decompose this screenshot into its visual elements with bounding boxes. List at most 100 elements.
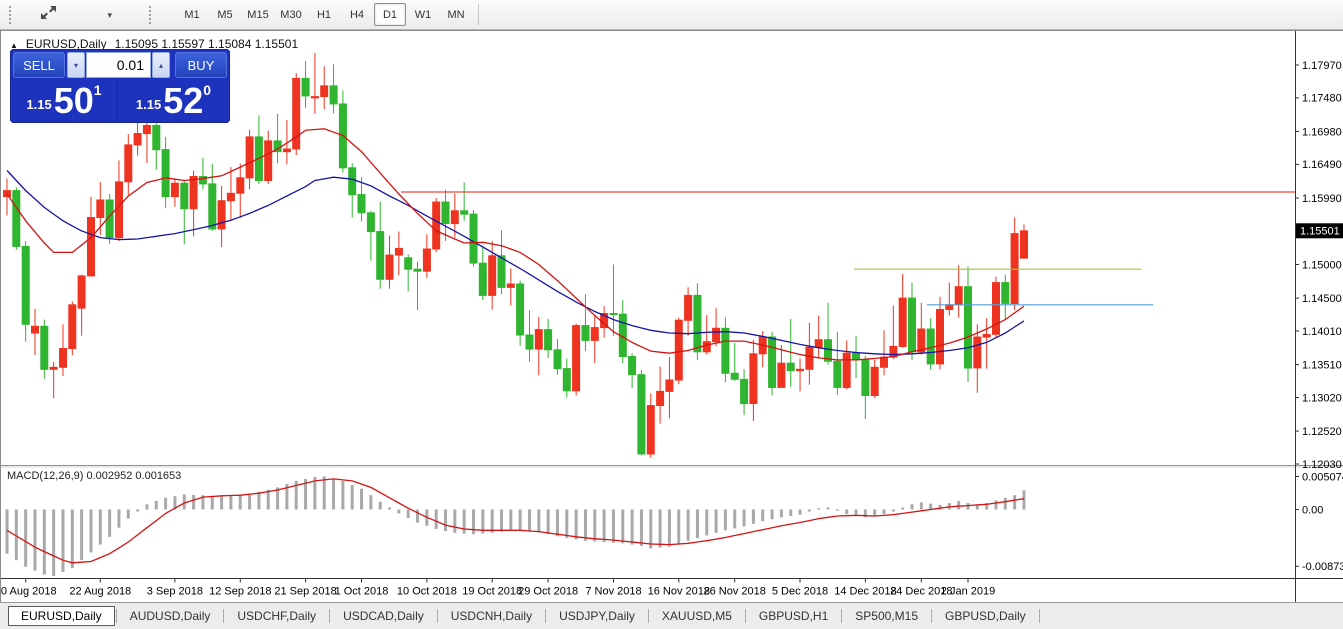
tab-separator bbox=[115, 609, 117, 623]
chart-tab-gbpusd-daily[interactable]: GBPUSD,Daily bbox=[945, 609, 1026, 623]
buy-price-prefix: 1.15 bbox=[135, 97, 162, 113]
chart-tab-usdjpy-daily[interactable]: USDJPY,Daily bbox=[559, 609, 635, 623]
chart-tab-eurusd-daily[interactable]: EURUSD,Daily bbox=[8, 606, 115, 626]
timeframe-buttons: M1 M5 M15 M30 H1 H4 D1 W1 MN bbox=[176, 3, 473, 27]
one-click-trading-panel: SELL ▾ ▴ BUY 1.15 50 1 1.15 52 0 bbox=[10, 49, 230, 123]
horizontal-lines-group bbox=[401, 191, 1295, 306]
charts-dropdown-button[interactable]: ▾ bbox=[34, 3, 118, 27]
sell-price-pipette: 1 bbox=[93, 82, 102, 98]
axis-frame bbox=[1, 31, 1343, 602]
svg-text:0.005074: 0.005074 bbox=[1302, 471, 1343, 483]
dropdown-caret-icon: ▾ bbox=[107, 9, 112, 20]
spin-down-icon: ▾ bbox=[73, 60, 78, 70]
chart-title-symbol: EURUSD,Daily bbox=[25, 37, 107, 51]
timeframe-button-d1[interactable]: D1 bbox=[374, 3, 406, 26]
svg-text:1.17480: 1.17480 bbox=[1302, 93, 1342, 105]
buy-price-pipette: 0 bbox=[203, 82, 212, 98]
svg-text:1.15000: 1.15000 bbox=[1302, 259, 1342, 271]
timeframe-button-m15[interactable]: M15 bbox=[247, 8, 269, 21]
svg-text:1.12520: 1.12520 bbox=[1302, 426, 1342, 438]
macd-axis: 0.005074 0.00 -0.00873 bbox=[1295, 471, 1343, 573]
chart-tab-xauusd-m5[interactable]: XAUUSD,M5 bbox=[661, 609, 732, 623]
sell-quote[interactable]: 1.15 50 1 bbox=[11, 80, 118, 121]
toolbar-grip-handle[interactable] bbox=[8, 6, 13, 24]
chart-title: ▲ EURUSD,Daily 1.15095 1.15597 1.15084 1… bbox=[10, 37, 298, 51]
collapse-triangle-icon[interactable]: ▲ bbox=[10, 41, 18, 50]
chart-tab-usdcnh-daily[interactable]: USDCNH,Daily bbox=[450, 609, 533, 623]
tab-separator bbox=[744, 609, 746, 623]
macd-indicator-label: MACD(12,26,9) 0.002952 0.001653 bbox=[7, 470, 181, 482]
tab-separator bbox=[1038, 609, 1040, 623]
svg-text:29 Oct 2018: 29 Oct 2018 bbox=[518, 586, 578, 598]
svg-text:5 Dec 2018: 5 Dec 2018 bbox=[772, 586, 828, 598]
sell-price-big: 50 bbox=[53, 79, 94, 121]
svg-text:1.14010: 1.14010 bbox=[1302, 326, 1342, 338]
svg-text:21 Sep 2018: 21 Sep 2018 bbox=[274, 586, 336, 598]
timeframe-button-mn[interactable]: MN bbox=[447, 8, 465, 21]
sell-button[interactable]: SELL bbox=[13, 52, 65, 78]
sell-price-prefix: 1.15 bbox=[26, 97, 52, 113]
svg-text:2 Jan 2019: 2 Jan 2019 bbox=[941, 586, 995, 598]
toolbar-grip-handle[interactable] bbox=[148, 6, 153, 24]
tab-separator bbox=[436, 609, 438, 623]
chart-title-ohlc-values: 1.15095 1.15597 1.15084 1.15501 bbox=[114, 37, 299, 51]
svg-text:19 Oct 2018: 19 Oct 2018 bbox=[462, 586, 522, 598]
candles-group bbox=[3, 52, 1028, 458]
tab-separator bbox=[329, 609, 331, 623]
svg-text:1.15990: 1.15990 bbox=[1302, 193, 1342, 205]
svg-text:1 Oct 2018: 1 Oct 2018 bbox=[335, 586, 389, 598]
macd-signal-line bbox=[6, 478, 1025, 564]
price-axis: 1.17970 1.17480 1.16980 1.16490 1.15990 1.150… bbox=[1295, 60, 1342, 471]
svg-text:12 Sep 2018: 12 Sep 2018 bbox=[209, 586, 271, 598]
svg-text:1.16490: 1.16490 bbox=[1302, 159, 1342, 171]
tab-separator bbox=[931, 609, 932, 623]
chart-tab-gbpusd-h1[interactable]: GBPUSD,H1 bbox=[758, 609, 829, 623]
tab-separator bbox=[647, 609, 649, 623]
chart-arrows-icon bbox=[40, 5, 57, 25]
svg-text:1.13510: 1.13510 bbox=[1302, 359, 1342, 371]
timeframe-button-m5[interactable]: M5 bbox=[217, 8, 233, 21]
chart-tab-usdchf-daily[interactable]: USDCHF,Daily bbox=[237, 609, 317, 623]
macd-histogram-group bbox=[5, 476, 1026, 576]
chart-tab-usdcad-daily[interactable]: USDCAD,Daily bbox=[343, 609, 424, 623]
svg-text:1.15501: 1.15501 bbox=[1300, 226, 1340, 238]
buy-quote[interactable]: 1.15 52 0 bbox=[120, 80, 227, 121]
svg-text:3 Sep 2018: 3 Sep 2018 bbox=[147, 586, 203, 598]
volume-decrease-button[interactable]: ▾ bbox=[67, 52, 85, 78]
spin-up-icon: ▴ bbox=[158, 60, 163, 70]
chart-tab-bar: EURUSD,Daily AUDUSD,Daily USDCHF,Daily USDC… bbox=[0, 602, 1343, 629]
chart-window: 1.17970 1.17480 1.16980 1.16490 1.15990 1.150… bbox=[0, 30, 1343, 603]
svg-text:7 Nov 2018: 7 Nov 2018 bbox=[585, 586, 641, 598]
toolbar-separator bbox=[478, 4, 479, 25]
tab-separator bbox=[223, 609, 225, 623]
svg-text:1.14500: 1.14500 bbox=[1302, 293, 1342, 305]
svg-text:1.16980: 1.16980 bbox=[1302, 126, 1342, 138]
buy-price-big: 52 bbox=[163, 79, 204, 121]
timeframe-button-h4[interactable]: H4 bbox=[349, 8, 365, 21]
timeframe-toolbar: ▾ M1 M5 M15 M30 H1 H4 D1 W1 MN bbox=[0, 0, 1343, 30]
volume-input[interactable] bbox=[86, 52, 151, 78]
timeframe-button-m1[interactable]: M1 bbox=[184, 8, 200, 21]
timeframe-button-m30[interactable]: M30 bbox=[280, 8, 302, 21]
timeframe-button-h1[interactable]: H1 bbox=[316, 8, 332, 21]
buy-button[interactable]: BUY bbox=[175, 52, 227, 78]
tab-separator bbox=[841, 609, 843, 623]
svg-text:1.12030: 1.12030 bbox=[1302, 459, 1342, 471]
chart-tab-sp500-m15[interactable]: SP500,M15 bbox=[855, 609, 918, 623]
svg-text:0.00: 0.00 bbox=[1302, 504, 1323, 516]
svg-text:10 Aug 2018: 10 Aug 2018 bbox=[1, 586, 57, 598]
svg-text:22 Aug 2018: 22 Aug 2018 bbox=[69, 586, 131, 598]
volume-increase-button[interactable]: ▴ bbox=[152, 52, 170, 78]
chart-tab-audusd-daily[interactable]: AUDUSD,Daily bbox=[129, 609, 211, 623]
date-axis: 10 Aug 2018 22 Aug 2018 3 Sep 2018 12 Sep 2… bbox=[1, 579, 995, 598]
ma-slow-line bbox=[6, 170, 1025, 356]
current-price-tag: 1.15501 bbox=[1296, 223, 1343, 239]
timeframe-button-w1[interactable]: W1 bbox=[414, 8, 432, 21]
svg-text:1.17970: 1.17970 bbox=[1302, 60, 1342, 72]
pane-splitter[interactable] bbox=[1, 465, 1343, 468]
svg-text:10 Oct 2018: 10 Oct 2018 bbox=[397, 586, 457, 598]
svg-text:-0.00873: -0.00873 bbox=[1302, 561, 1343, 573]
svg-text:26 Nov 2018: 26 Nov 2018 bbox=[704, 586, 766, 598]
ma-fast-line bbox=[6, 128, 1025, 361]
